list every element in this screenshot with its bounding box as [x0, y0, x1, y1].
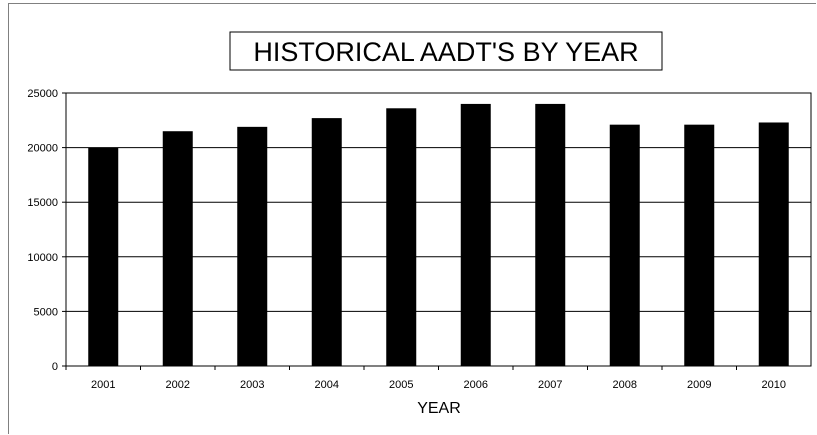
bar-2002 — [162, 131, 193, 366]
bar-2001 — [88, 147, 119, 366]
x-axis-label: YEAR — [417, 400, 461, 417]
x-tick-label: 2002 — [166, 379, 190, 391]
bar-2008 — [609, 124, 640, 366]
chart-title: HISTORICAL AADT'S BY YEAR — [253, 37, 638, 67]
x-tick-label: 2008 — [613, 379, 637, 391]
x-tick-label: 2004 — [315, 379, 339, 391]
y-axis-ticks: 0 5000 10000 15000 20000 25000 — [27, 88, 66, 373]
bar-2005 — [386, 108, 417, 367]
x-tick-label: 2005 — [389, 379, 413, 391]
y-tick-label: 10000 — [27, 252, 58, 264]
x-tick-label: 2010 — [762, 379, 786, 391]
bar-2003 — [237, 126, 268, 367]
x-tick-label: 2001 — [91, 379, 115, 391]
y-tick-label: 15000 — [27, 197, 58, 209]
y-tick-label: 25000 — [27, 88, 58, 100]
x-tick-label: 2009 — [687, 379, 711, 391]
x-tick-label: 2007 — [538, 379, 562, 391]
bar-2010 — [758, 122, 789, 366]
x-tick-label: 2003 — [240, 379, 264, 391]
y-tick-label: 20000 — [27, 143, 58, 155]
chart-frame — [8, 3, 816, 434]
bar-2006 — [460, 103, 491, 367]
bars — [88, 103, 789, 367]
chart-title-group: HISTORICAL AADT'S BY YEAR — [229, 31, 663, 71]
x-tick-label: 2006 — [464, 379, 488, 391]
bar-2007 — [535, 103, 566, 367]
bar-2004 — [311, 118, 342, 366]
x-axis-ticks: 2001 2002 2003 2004 2005 2006 2007 2008 2009 2010 — [65, 366, 786, 391]
bar-2009 — [684, 124, 715, 366]
chart-title-box — [229, 31, 663, 71]
y-tick-label: 5000 — [34, 306, 58, 318]
y-tick-label: 0 — [52, 361, 58, 373]
